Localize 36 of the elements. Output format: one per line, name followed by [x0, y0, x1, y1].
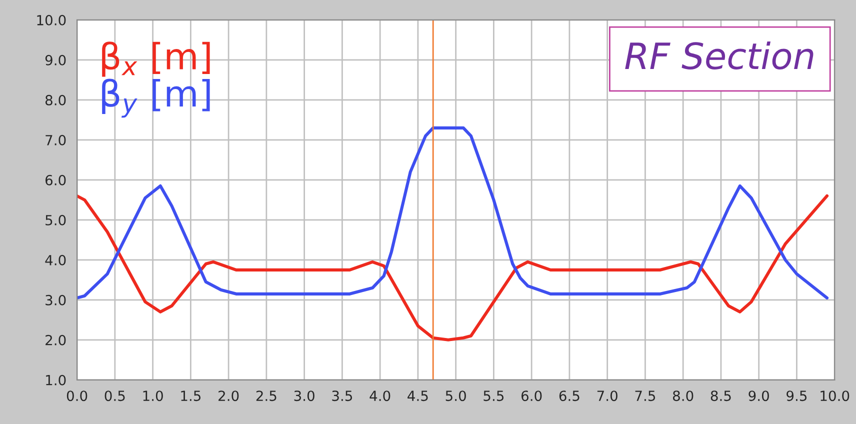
y-tick-label: 3.0 [46, 294, 66, 306]
x-tick-label: 0.5 [104, 390, 125, 402]
x-tick-label: 0.0 [66, 390, 88, 402]
x-tick-label: 5.5 [484, 390, 504, 402]
x-tick-label: 5.0 [446, 390, 466, 402]
y-tick-label: 2.0 [46, 334, 66, 346]
x-tick-label: 2.5 [256, 390, 276, 402]
y-tick-label: 4.0 [45, 254, 66, 266]
x-tick-label: 6.5 [559, 390, 580, 402]
x-tick-label: 3.0 [294, 390, 314, 402]
x-tick-label: 6.0 [522, 390, 542, 402]
line-series [77, 126, 829, 300]
text: β$_{y}$ [m] [102, 78, 210, 118]
text: β$_{x}$ [m] [102, 42, 210, 77]
y-tick-label: 6.0 [46, 174, 66, 186]
y-tick-label: 8.0 [45, 94, 66, 106]
x-tick-label: 9.0 [748, 390, 769, 402]
x-tick-label: 1.5 [181, 390, 201, 402]
y-tick-label: 7.0 [46, 134, 66, 146]
x-tick-label: 1.0 [143, 390, 163, 402]
x-tick-label: 3.5 [332, 390, 352, 402]
x-tick-label: 7.0 [597, 390, 618, 402]
line-series [77, 194, 829, 342]
y-tick-label: 9.0 [45, 54, 66, 66]
x-tick-label: 7.5 [635, 390, 656, 402]
y-tick-label: 5.0 [46, 214, 66, 226]
x-tick-label: 8.0 [672, 390, 694, 402]
x-tick-label: 8.5 [710, 390, 731, 402]
x-tick-label: 4.0 [370, 390, 390, 402]
x-tick-label: 9.5 [786, 390, 807, 402]
x-tick-label: 10.0 [820, 390, 850, 402]
x-tick-label: 2.0 [218, 390, 239, 402]
y-tick-label: 10.0 [37, 14, 66, 26]
y-tick-label: 1.0 [46, 374, 66, 386]
chart-title: RF Section [625, 42, 814, 70]
x-tick-label: 4.5 [408, 390, 428, 402]
